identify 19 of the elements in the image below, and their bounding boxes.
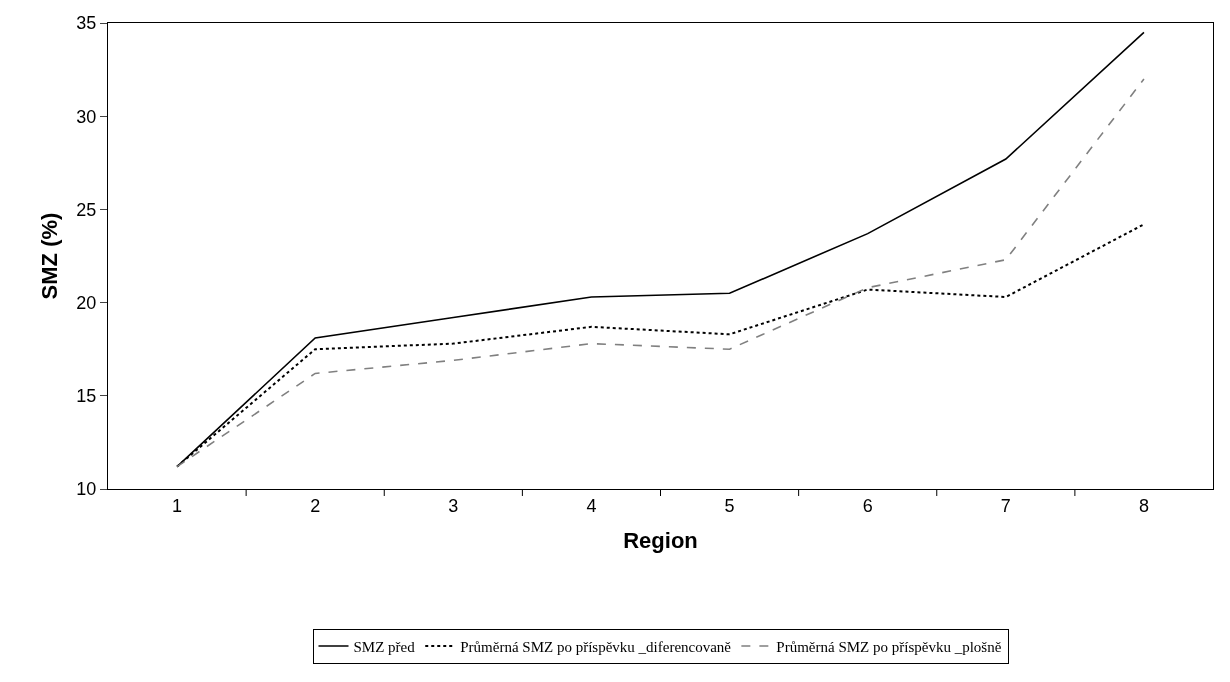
x-axis-title: Region	[623, 528, 698, 554]
x-tick-label: 6	[862, 495, 873, 516]
y-tick-label: 15	[76, 386, 97, 407]
x-tick-label: 3	[448, 495, 459, 516]
x-tick-label: 2	[310, 495, 321, 516]
y-axis-title: SMZ (%)	[37, 212, 63, 300]
y-tick-label: 35	[76, 13, 97, 34]
x-tick-label: 8	[1138, 495, 1149, 516]
legend-label: Průměrná SMZ po příspěvku _plošně	[776, 638, 1002, 655]
x-tick-label: 5	[724, 495, 735, 516]
legend-label: SMZ před	[353, 638, 416, 655]
y-tick-label: 30	[76, 106, 97, 127]
y-tick-label: 20	[76, 292, 97, 313]
legend-label: Průměrná SMZ po příspěvku _diferencovaně	[460, 638, 732, 655]
x-tick-label: 4	[586, 495, 597, 516]
y-tick-label: 25	[76, 199, 97, 220]
y-tick-label: 10	[76, 479, 97, 500]
x-tick-label: 1	[172, 495, 183, 516]
x-tick-label: 7	[1000, 495, 1011, 516]
